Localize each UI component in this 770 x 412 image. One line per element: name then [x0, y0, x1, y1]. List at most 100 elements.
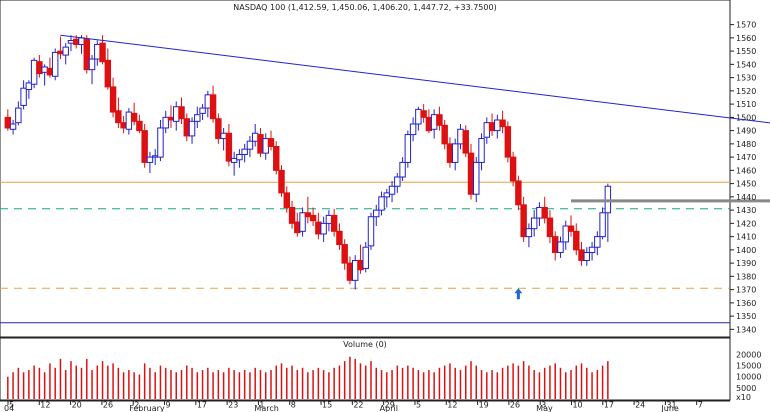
- y-tick-label: 1550: [736, 47, 756, 56]
- candle-body: [446, 143, 454, 163]
- candle-body: [36, 61, 43, 75]
- candle-body: [409, 123, 417, 136]
- candle-body: [415, 108, 422, 125]
- overlay-lines: [60, 34, 770, 300]
- candle-body: [199, 107, 206, 114]
- y-tick-label: 1350: [736, 312, 756, 321]
- candle-body: [283, 192, 291, 208]
- candle-body: [309, 214, 317, 222]
- x-tick-label: 22: [353, 401, 363, 410]
- y-axis-ticks: 1340 1350 1360 1370 1380 1390 1400 1410 1420 1430…: [730, 21, 756, 334]
- candle-body: [230, 157, 238, 163]
- candle-body: [236, 153, 243, 161]
- candle-body: [583, 252, 591, 261]
- candle-body: [483, 122, 491, 138]
- x-tick-label: 17: [197, 401, 207, 410]
- candles: [4, 35, 612, 290]
- candle-body: [330, 214, 338, 232]
- x-tick-label: 5: [416, 401, 421, 410]
- y-tick-label: 1400: [736, 246, 756, 255]
- x-tick-label: 2: [134, 401, 139, 410]
- downtrend-line: [60, 34, 770, 124]
- y-tick-label: 1440: [736, 193, 756, 202]
- candle-body: [541, 206, 548, 219]
- candle-body: [488, 122, 496, 132]
- candle-body: [9, 123, 17, 130]
- candle-body: [399, 161, 406, 178]
- candle-body: [109, 86, 117, 113]
- candle-body: [551, 236, 559, 254]
- candle-body: [20, 87, 27, 106]
- candle-body: [30, 59, 38, 85]
- volume-label: Volume (0): [343, 340, 387, 349]
- candle-body: [467, 152, 475, 195]
- candle-body: [115, 110, 122, 124]
- x-tick-label: 3: [541, 401, 546, 410]
- candle-body: [104, 59, 112, 88]
- candle-body: [209, 94, 217, 120]
- candle-body: [341, 244, 348, 264]
- volume-tick-label: 10000: [736, 373, 761, 382]
- x-tick-label: 5: [9, 401, 14, 410]
- candle-body: [125, 111, 133, 130]
- candle-body: [451, 143, 459, 163]
- month-label: May: [536, 404, 553, 412]
- candle-body: [351, 259, 359, 281]
- candle-body: [78, 37, 85, 45]
- candle-body: [162, 116, 169, 129]
- x-tick-label: 20: [72, 401, 82, 410]
- y-tick-label: 1490: [736, 127, 756, 136]
- candle-body: [299, 212, 306, 232]
- candle-body: [251, 132, 259, 142]
- y-tick-label: 1470: [736, 153, 756, 162]
- candle-body: [473, 161, 480, 195]
- month-label: March: [254, 404, 278, 412]
- candle-body: [183, 118, 190, 137]
- candle-body: [594, 236, 601, 248]
- candle-body: [478, 138, 485, 163]
- candle-body: [141, 130, 148, 163]
- y-tick-label: 1420: [736, 219, 756, 228]
- y-tick-label: 1410: [736, 233, 756, 242]
- candle-body: [167, 116, 175, 121]
- y-tick-label: 1510: [736, 100, 756, 109]
- up-arrow-icon: [514, 288, 523, 300]
- candle-body: [504, 126, 512, 158]
- y-tick-label: 1520: [736, 87, 756, 96]
- y-tick-label: 1370: [736, 286, 756, 295]
- candle-body: [157, 127, 164, 158]
- candle-body: [509, 156, 517, 182]
- y-tick-label: 1530: [736, 74, 756, 83]
- x-tick-label: 31: [666, 401, 676, 410]
- candle-body: [304, 212, 312, 218]
- candle-body: [130, 112, 138, 122]
- candle-body: [378, 196, 385, 211]
- candle-body: [394, 176, 401, 187]
- y-tick-label: 1360: [736, 299, 756, 308]
- candle-body: [204, 94, 212, 109]
- volume-tick-label: 5000: [736, 384, 756, 393]
- candle-body: [83, 38, 90, 71]
- candle-body: [94, 43, 101, 60]
- candle-body: [557, 241, 564, 254]
- x-tick-label: 12: [447, 401, 457, 410]
- candle-body: [499, 119, 506, 128]
- candle-body: [51, 51, 59, 77]
- candle-body: [320, 222, 327, 235]
- candle-body: [225, 132, 233, 162]
- y-tick-label: 1390: [736, 259, 756, 268]
- candle-body: [573, 230, 580, 251]
- candle-body: [215, 118, 222, 140]
- candle-body: [425, 116, 433, 132]
- candle-body: [120, 122, 127, 129]
- x-tick-label: 8: [291, 401, 296, 410]
- y-tick-label: 1540: [736, 60, 756, 69]
- candle-body: [430, 114, 438, 130]
- volume-bars: [7, 356, 609, 399]
- candle-body: [57, 50, 64, 55]
- x-tick-label: 24: [635, 401, 645, 410]
- candle-body: [441, 124, 448, 145]
- candle-body: [578, 249, 585, 261]
- candle-body: [383, 192, 391, 198]
- x-tick-label: 10: [572, 401, 582, 410]
